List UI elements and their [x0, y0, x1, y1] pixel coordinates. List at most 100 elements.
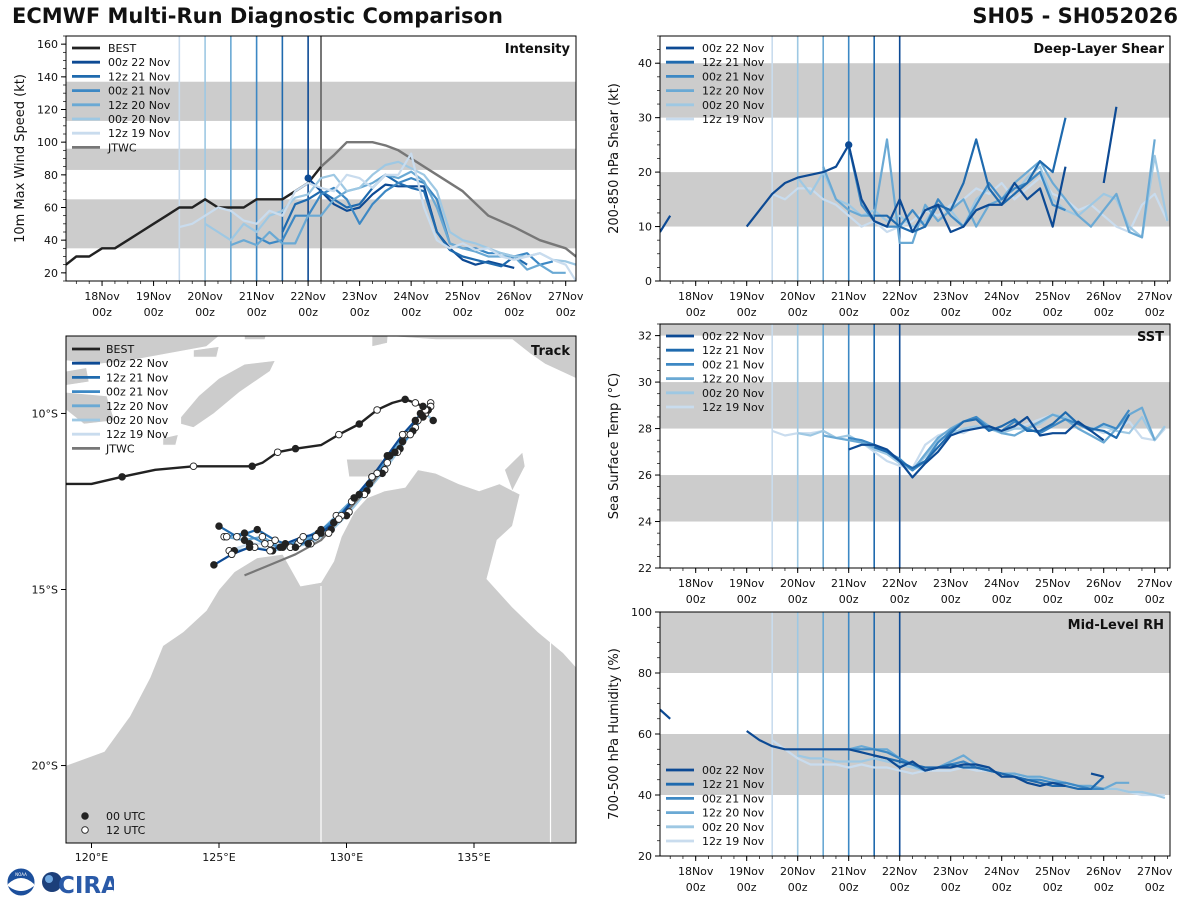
rh-x-tick-label: 25Nov: [1035, 865, 1071, 878]
track-x-tick-label: 135°E: [457, 851, 490, 864]
shear-x-tick-label: 19Nov: [729, 290, 765, 303]
track-marker: [210, 561, 218, 569]
track-marker: [335, 515, 343, 523]
sst-band: [660, 324, 1170, 336]
sst-x-tick-label: 00z: [839, 593, 859, 606]
sst-x-tick-label: 00z: [1043, 593, 1063, 606]
land-wessel-islands: [504, 451, 526, 492]
shear-x-tick-label: 00z: [788, 306, 808, 319]
shear-legend-label: 00z 21 Nov: [702, 70, 765, 83]
track-y-tick-label: 20°S: [32, 760, 58, 773]
sst-x-tick-label: 00z: [1094, 593, 1114, 606]
intensity-series-line: [307, 177, 515, 269]
figure-title: ECMWF Multi-Run Diagnostic Comparison: [12, 4, 503, 28]
rh-x-tick-label: 00z: [992, 881, 1012, 894]
track-legend-label: JTWC: [105, 442, 135, 455]
sst-y-tick-label: 30: [638, 376, 652, 389]
intensity-legend-label: BEST: [108, 42, 136, 55]
rh-y-tick-label: 100: [631, 606, 652, 619]
track-marker: [258, 532, 267, 541]
intensity-x-tick-label: 00z: [298, 306, 318, 319]
track-marker: [335, 430, 343, 439]
intensity-y-tick-label: 20: [44, 267, 58, 280]
rh-legend-label: 00z 21 Nov: [702, 792, 765, 805]
track-marker: [222, 532, 231, 541]
shear-x-tick-label: 26Nov: [1086, 290, 1122, 303]
sst-legend-label: 12z 20 Nov: [702, 373, 765, 386]
track-legend-label: 00z 22 Nov: [106, 357, 169, 370]
sst-x-tick-label: 00z: [992, 593, 1012, 606]
shear-x-tick-label: 21Nov: [831, 290, 867, 303]
shear-x-tick-label: 27Nov: [1137, 290, 1173, 303]
shear-series-line: [660, 106, 1118, 234]
intensity-legend-label: 12z 19 Nov: [108, 127, 171, 140]
intensity-series-marker: [304, 174, 312, 182]
shear-x-tick-label: 00z: [686, 306, 706, 319]
track-marker: [266, 547, 274, 555]
sst-x-tick-label: 18Nov: [678, 577, 714, 590]
sst-x-axis: 18Nov 00z 19Nov 00z 20Nov 00z 21Nov 00z 22Nov 00z…: [669, 568, 1173, 606]
intensity-legend-label: JTWC: [107, 141, 137, 154]
shear-y-axis: 0 10 20 30 40: [638, 35, 660, 288]
track-panel: 120°E 125°E 130°E 135°E 10°S 15°S 20°S Track BES…: [32, 335, 577, 864]
track-x-tick-label: 120°E: [75, 851, 108, 864]
sst-x-tick-label: 00z: [941, 593, 961, 606]
track-marker: [299, 532, 307, 541]
sst-y-tick-label: 32: [638, 330, 652, 343]
track-marker: [271, 536, 279, 544]
intensity-x-tick-label: 00z: [453, 306, 473, 319]
sst-legend-label: 00z 20 Nov: [702, 387, 765, 400]
land-rote: [162, 434, 179, 446]
sst-x-tick-label: 00z: [686, 593, 706, 606]
rh-x-tick-label: 24Nov: [984, 865, 1020, 878]
rh-x-tick-label: 00z: [686, 881, 706, 894]
track-x-tick-label: 130°E: [330, 851, 363, 864]
intensity-x-tick-label: 21Nov: [239, 290, 275, 303]
shear-legend-label: 12z 20 Nov: [702, 85, 765, 98]
track-marker-legend-symbol: [81, 826, 89, 834]
track-marker: [291, 444, 300, 453]
shear-x-tick-label: 00z: [1145, 306, 1165, 319]
track-marker: [398, 437, 407, 446]
track-marker: [419, 402, 427, 411]
intensity-title: Intensity: [505, 42, 571, 57]
intensity-y-tick-label: 140: [37, 71, 58, 84]
sst-x-tick-label: 20Nov: [780, 577, 816, 590]
intensity-plot-area: [66, 36, 576, 281]
rh-x-tick-label: 00z: [890, 881, 910, 894]
intensity-y-tick-label: 100: [37, 136, 58, 149]
intensity-x-tick-label: 19Nov: [136, 290, 172, 303]
rh-x-tick-label: 26Nov: [1086, 865, 1122, 878]
rh-title: Mid-Level RH: [1068, 618, 1164, 633]
track-marker: [411, 399, 420, 407]
track-marker: [398, 430, 407, 439]
track-marker: [304, 539, 313, 548]
sst-x-tick-label: 00z: [737, 593, 757, 606]
track-marker: [240, 529, 249, 537]
rh-series-line: [660, 708, 1104, 787]
rh-legend-label: 12z 19 Nov: [702, 835, 765, 848]
sst-y-label: Sea Surface Temp (°C): [607, 373, 622, 520]
sst-band: [660, 475, 1170, 522]
track-legend-label: 12z 19 Nov: [106, 428, 169, 441]
track-marker: [240, 536, 249, 544]
shear-y-tick-label: 40: [638, 57, 652, 70]
land-timor: [180, 360, 276, 428]
rh-legend-label: 12z 21 Nov: [702, 778, 765, 791]
rh-x-tick-label: 22Nov: [882, 865, 918, 878]
shear-x-tick-label: 20Nov: [780, 290, 816, 303]
sst-band: [660, 382, 1170, 429]
rh-x-tick-label: 00z: [737, 881, 757, 894]
shear-x-tick-label: 18Nov: [678, 290, 714, 303]
track-x-tick-label: 125°E: [202, 851, 235, 864]
sst-legend-label: 00z 21 Nov: [702, 358, 765, 371]
intensity-x-tick-label: 00z: [92, 306, 112, 319]
rh-legend-label: 00z 20 Nov: [702, 821, 765, 834]
rh-x-tick-label: 19Nov: [729, 865, 765, 878]
intensity-y-tick-label: 160: [37, 38, 58, 51]
intensity-legend-label: 00z 20 Nov: [108, 113, 171, 126]
cira-logo-text: CIRA: [58, 873, 114, 898]
track-marker: [330, 518, 338, 527]
track-marker: [383, 459, 392, 467]
